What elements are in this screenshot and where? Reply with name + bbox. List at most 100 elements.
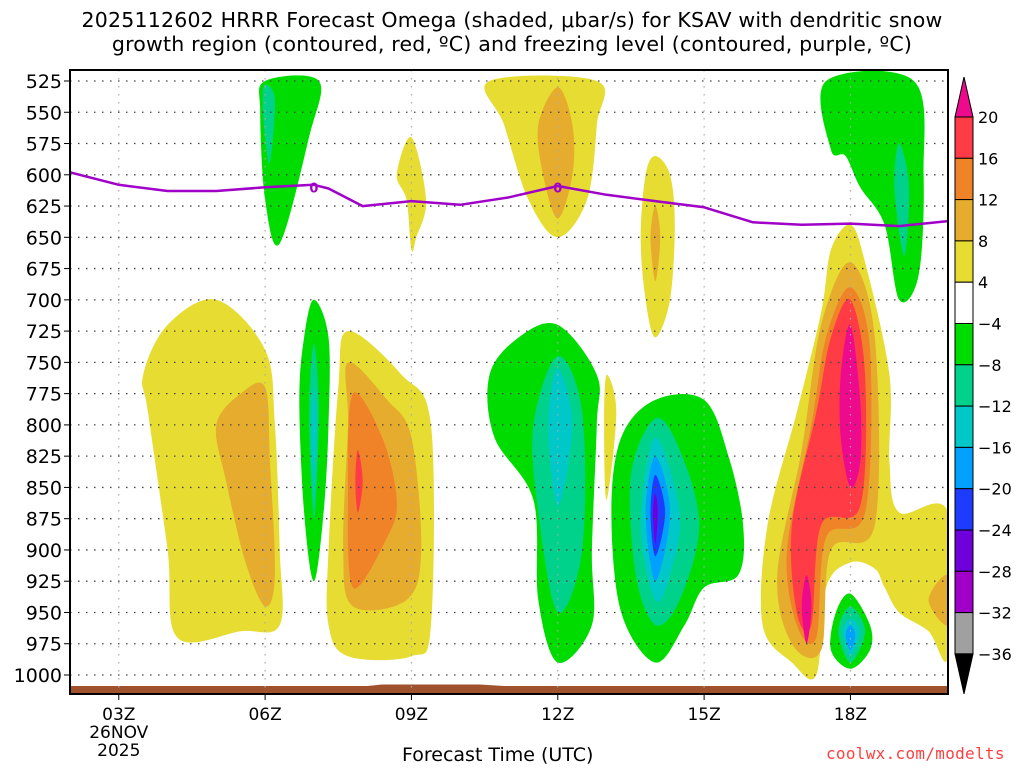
omega-feature-lower-ascent-12Z bbox=[487, 322, 600, 664]
y-tick-label: 575 bbox=[26, 134, 62, 156]
y-tick-label: 925 bbox=[26, 571, 62, 593]
y-tick-label: 675 bbox=[26, 259, 62, 281]
colorbar-label: −4 bbox=[978, 315, 1002, 334]
y-tick-label: 850 bbox=[26, 477, 62, 499]
colorbar-top-arrow bbox=[954, 76, 974, 118]
colorbar-label: −8 bbox=[978, 356, 1002, 375]
colorbar-label: 8 bbox=[978, 232, 988, 251]
omega-contour-fill bbox=[311, 387, 317, 488]
colorbar-bin bbox=[954, 116, 974, 159]
colorbar-bin bbox=[954, 446, 974, 490]
colorbar-label: 20 bbox=[978, 108, 998, 127]
grid-lines bbox=[70, 70, 948, 694]
y-tick-label: 775 bbox=[26, 384, 62, 406]
x-tick-label: 15Z bbox=[687, 705, 720, 725]
colorbar-bin bbox=[954, 157, 974, 201]
colorbar-bottom-arrow bbox=[954, 653, 974, 695]
x-axis-label: Forecast Time (UTC) bbox=[402, 744, 594, 766]
y-tick-label: 725 bbox=[26, 321, 62, 343]
y-tick-label: 625 bbox=[26, 196, 62, 218]
y-tick-label: 975 bbox=[26, 634, 62, 656]
omega-contour-fill bbox=[215, 382, 276, 607]
y-tick-label: 875 bbox=[26, 509, 62, 531]
y-tick-label: 800 bbox=[26, 415, 62, 437]
plot-frame bbox=[69, 69, 949, 695]
x-tick-label: 18Z bbox=[834, 705, 867, 725]
omega-feature-lower-ascent-18Z bbox=[830, 593, 873, 669]
omega-contour-fill bbox=[262, 84, 276, 164]
x-tick-label: 06Z bbox=[248, 705, 281, 725]
colorbar-label: −36 bbox=[978, 645, 1012, 664]
chart-title-line-2: growth region (contoured, red, ºC) and f… bbox=[111, 32, 913, 56]
y-tick-label: 650 bbox=[26, 227, 62, 249]
omega-feature-upper-descent-09Z bbox=[396, 136, 427, 252]
colorbar-label: 12 bbox=[978, 191, 998, 210]
omega-contour-fill bbox=[820, 70, 925, 303]
y-tick-label: 825 bbox=[26, 446, 62, 468]
y-tick-label: 900 bbox=[26, 540, 62, 562]
colorbar-label: −32 bbox=[978, 604, 1012, 623]
omega-feature-upper-ascent-19Z bbox=[820, 70, 925, 303]
colorbar-bin bbox=[954, 488, 974, 531]
omega-contour-fill bbox=[894, 143, 910, 257]
x-tick-label: 12Z bbox=[541, 705, 574, 725]
omega-contour-fill bbox=[801, 575, 812, 644]
omega-shading bbox=[141, 70, 948, 680]
credit-link[interactable]: coolwx.com/modelts bbox=[826, 744, 1005, 763]
y-tick-label: 550 bbox=[26, 102, 62, 124]
colorbar-label: −28 bbox=[978, 562, 1012, 581]
colorbar-label: 16 bbox=[978, 149, 998, 168]
y-axis: 525 550 575 600 625 650 675 700 725 750 775 800 825 8… bbox=[14, 71, 70, 687]
x-date-label: 26NOV bbox=[89, 723, 148, 743]
omega-feature-lower-ascent-14Z bbox=[611, 393, 745, 663]
omega-contour-fill bbox=[604, 374, 617, 500]
omega-feature-lower-descent-08Z bbox=[326, 330, 435, 661]
colorbar-bin bbox=[954, 281, 974, 325]
omega-contour-fill bbox=[537, 87, 575, 219]
freezing-level-line bbox=[70, 171, 948, 228]
y-tick-label: 950 bbox=[26, 602, 62, 624]
y-tick-label: 750 bbox=[26, 352, 62, 374]
colorbar-bin bbox=[954, 240, 974, 283]
colorbar-label: −24 bbox=[978, 521, 1012, 540]
omega-feature-lower-ascent-07Z bbox=[299, 299, 330, 582]
colorbar-bin bbox=[954, 612, 974, 655]
y-tick-label: 1000 bbox=[14, 665, 62, 687]
colorbar-label: −20 bbox=[978, 480, 1012, 499]
x-tick-label: 09Z bbox=[395, 705, 428, 725]
freezing-level-label: 0 bbox=[309, 181, 318, 196]
omega-contour-fill bbox=[650, 474, 666, 557]
colorbar-bin bbox=[954, 199, 974, 242]
colorbar: 20 16 12 8 4 −4 −8 −12 −16 −20 −24 −28 −32 −36 bbox=[954, 76, 1012, 695]
y-tick-label: 525 bbox=[26, 71, 62, 93]
omega-contour-fill bbox=[355, 449, 363, 513]
x-year-label: 2025 bbox=[97, 741, 140, 761]
colorbar-label: 4 bbox=[978, 273, 988, 292]
chart-title-line-1: 2025112602 HRRR Forecast Omega (shaded, … bbox=[81, 8, 943, 32]
omega-contour-fill bbox=[845, 625, 856, 650]
omega-contour-fill bbox=[548, 368, 573, 507]
omega-contour-fill bbox=[259, 75, 322, 246]
y-tick-label: 700 bbox=[26, 290, 62, 312]
omega-contour-fill bbox=[650, 206, 661, 282]
colorbar-bin bbox=[954, 529, 974, 572]
terrain-fill bbox=[70, 686, 948, 694]
x-tick-label: 03Z bbox=[102, 705, 135, 725]
omega-feature-lower-descent-13Z bbox=[604, 374, 617, 500]
y-tick-label: 600 bbox=[26, 165, 62, 187]
colorbar-bin bbox=[954, 323, 974, 366]
colorbar-bin bbox=[954, 405, 974, 448]
colorbar-label: −12 bbox=[978, 397, 1012, 416]
freezing-level-label: 0 bbox=[553, 181, 562, 196]
omega-feature-upper-descent-14Z bbox=[640, 156, 675, 338]
omega-contour-fill bbox=[347, 392, 397, 589]
terrain-bump bbox=[367, 684, 505, 686]
terrain-layer bbox=[70, 684, 948, 694]
omega-feature-upper-ascent-06Z bbox=[259, 75, 322, 246]
colorbar-bin bbox=[954, 570, 974, 614]
colorbar-label: −16 bbox=[978, 438, 1012, 457]
colorbar-bin bbox=[954, 364, 974, 407]
omega-feature-lower-descent-05Z bbox=[141, 299, 283, 643]
